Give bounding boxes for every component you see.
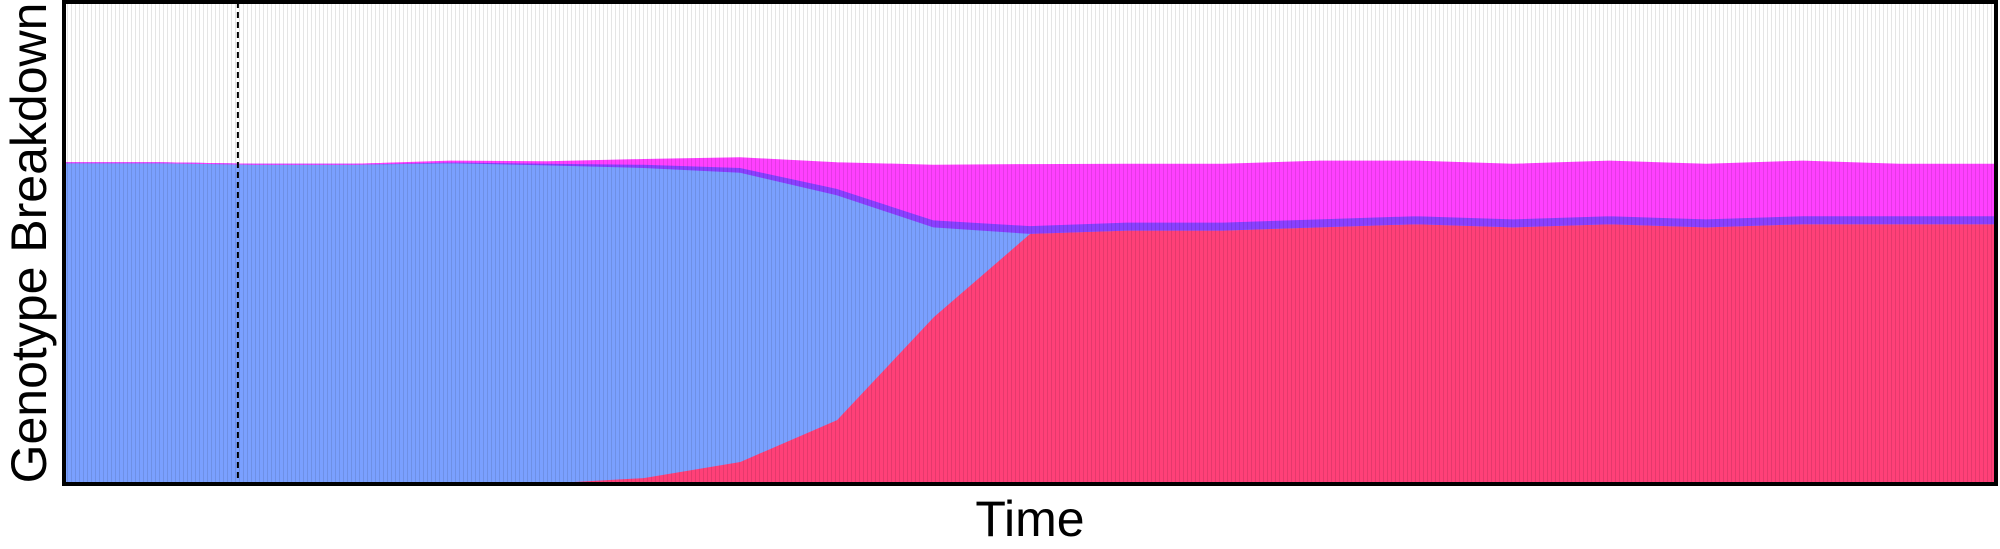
plot-frame — [62, 0, 1998, 486]
bar-texture — [64, 2, 1996, 484]
y-axis-label: Genotype Breakdown — [1, 3, 57, 484]
x-axis-label: Time — [975, 491, 1084, 547]
